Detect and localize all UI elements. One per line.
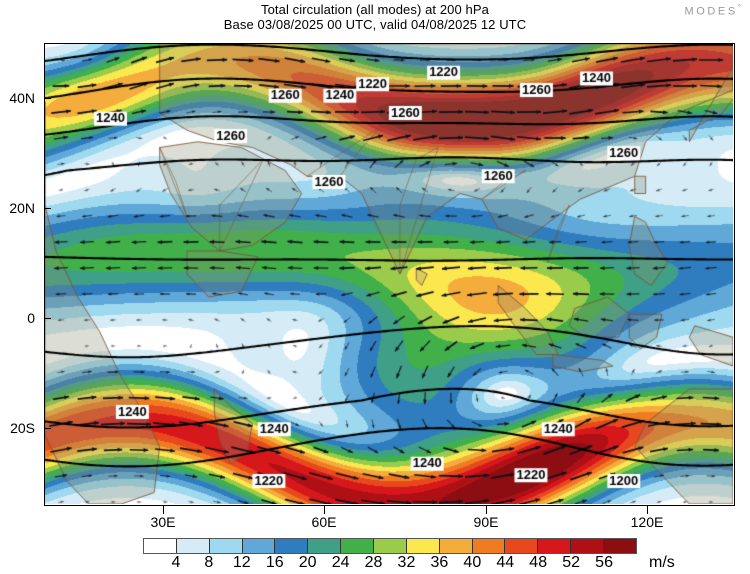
- y-axis-label-20n: 20N: [9, 200, 35, 216]
- colorbar: 4 8 12 16 20 24 28 32 36 40 44 48 52 56 m/s: [143, 538, 675, 571]
- y-tick-40n: [44, 98, 51, 99]
- colorbar-tick-12: 12: [232, 554, 251, 571]
- y-axis-labels: 40N 20N 0 20S: [0, 0, 44, 574]
- colorbar-band-6: [341, 539, 375, 553]
- colorbar-band-11: [505, 539, 539, 553]
- x-tick-120e: [647, 506, 648, 514]
- page-title: Total circulation (all modes) at 200 hPa: [260, 2, 489, 17]
- colorbar-band-8: [406, 539, 440, 553]
- colorbar-tick-32: 32: [397, 554, 416, 571]
- y-tick-0: [44, 318, 51, 319]
- y-axis-label-40n: 40N: [9, 90, 35, 106]
- x-axis-label-60e: 60E: [311, 514, 337, 530]
- watermark-mark: °: [737, 3, 741, 12]
- colorbar-band-10: [472, 539, 506, 553]
- colorbar-tick-16: 16: [265, 554, 284, 571]
- y-axis-label-0: 0: [27, 310, 35, 326]
- colorbar-tick-24: 24: [331, 554, 350, 571]
- colorbar-tick-4: 4: [171, 554, 181, 571]
- colorbar-band-0: [144, 539, 177, 553]
- x-axis-label-30e: 30E: [150, 514, 176, 530]
- x-tick-90e: [486, 506, 487, 514]
- colorbar-band-1: [176, 539, 210, 553]
- colorbar-band-3: [242, 539, 276, 553]
- colorbar-tick-52: 52: [562, 554, 581, 571]
- colorbar-bands: [143, 538, 637, 554]
- colorbar-band-14: [604, 539, 636, 553]
- colorbar-band-13: [571, 539, 605, 553]
- colorbar-tick-36: 36: [430, 554, 449, 571]
- colorbar-tick-56: 56: [595, 554, 613, 571]
- watermark-text: MODES: [684, 5, 738, 18]
- colorbar-band-9: [439, 539, 473, 553]
- y-tick-20s: [44, 428, 51, 429]
- colorbar-tick-20: 20: [298, 554, 317, 571]
- colorbar-unit-label: m/s: [649, 554, 675, 571]
- chart-subtitle: Base 03/08/2025 00 UTC, valid 04/08/2025…: [223, 17, 527, 32]
- colorbar-band-5: [308, 539, 342, 553]
- weather-field-canvas: [45, 44, 733, 504]
- x-tick-60e: [324, 506, 325, 514]
- modes-watermark: MODES°: [684, 3, 741, 18]
- colorbar-band-12: [538, 539, 572, 553]
- y-tick-20n: [44, 208, 51, 209]
- colorbar-tick-40: 40: [463, 554, 482, 571]
- colorbar-band-2: [209, 539, 243, 553]
- x-tick-30e: [163, 506, 164, 514]
- colorbar-tick-44: 44: [496, 554, 515, 571]
- colorbar-tick-8: 8: [204, 554, 214, 571]
- colorbar-tick-48: 48: [529, 554, 548, 571]
- colorbar-tick-28: 28: [364, 554, 383, 571]
- chart-title-block: Total circulation (all modes) at 200 hPa…: [0, 2, 750, 32]
- map-plot-area: [44, 43, 735, 506]
- colorbar-band-7: [374, 539, 407, 553]
- colorbar-band-4: [275, 539, 309, 553]
- y-axis-label-20s: 20S: [10, 420, 35, 436]
- x-axis-label-120e: 120E: [630, 514, 664, 530]
- x-axis-label-90e: 90E: [473, 514, 499, 530]
